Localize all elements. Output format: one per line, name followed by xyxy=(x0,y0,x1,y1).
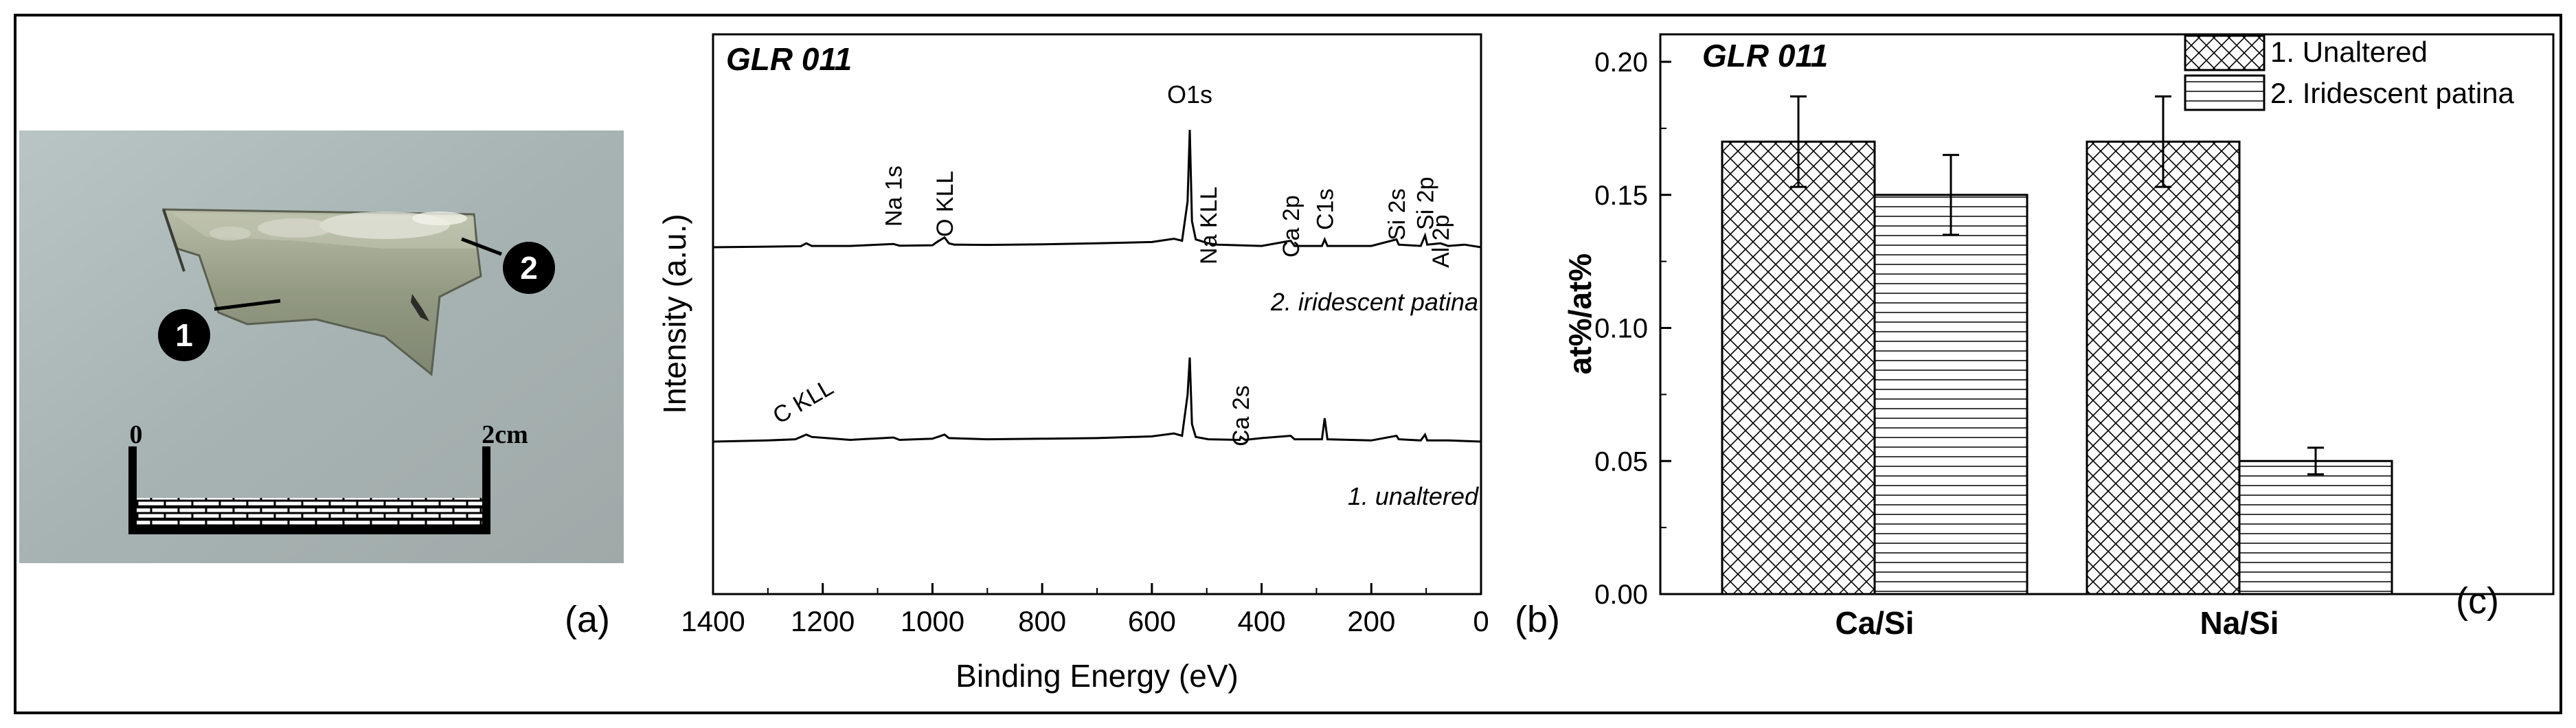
peak-label: Si 2p xyxy=(1413,177,1439,231)
legend-swatch-patina xyxy=(2184,74,2266,111)
xps-x-axis: 1400 1200 1000 800 600 400 200 0 xyxy=(681,583,1489,637)
bar-title: GLR 011 xyxy=(1702,38,1828,73)
legend-label-unaltered: 1. Unaltered xyxy=(2270,36,2428,68)
x-tick-label: 0 xyxy=(1473,605,1489,637)
peak-label: O KLL xyxy=(932,171,958,237)
x-tick-label: 600 xyxy=(1128,605,1176,637)
xps-title: GLR 011 xyxy=(726,41,852,77)
bar-legend: 1. Unaltered 2. Iridescent patina xyxy=(2184,34,2515,111)
x-tick-label: 1200 xyxy=(791,605,855,637)
legend-swatch-unaltered xyxy=(2184,34,2266,71)
panel-a: 1 2 0 2cm (a) xyxy=(19,130,624,640)
scale-bar-body xyxy=(133,498,486,528)
scale-start-label: 0 xyxy=(130,420,143,449)
peak-label: Ca 2s xyxy=(1228,385,1254,446)
xps-y-label: Intensity (a.u.) xyxy=(657,214,692,413)
bar-y-label: at%/at% xyxy=(1562,253,1598,374)
x-tick-label: 200 xyxy=(1347,605,1395,637)
scale-bar: 0 2cm xyxy=(128,420,528,534)
y-tick-label: 0.00 xyxy=(1594,580,1648,610)
peak-label: Si 2s xyxy=(1384,188,1410,240)
marker-1-label: 1 xyxy=(175,317,193,353)
bar-series xyxy=(1721,95,2393,595)
x-tick-label: 1400 xyxy=(681,605,745,637)
panel-c-label: (c) xyxy=(2456,580,2499,622)
legend-label-patina: 2. Iridescent patina xyxy=(2270,77,2515,109)
marker-1: 1 xyxy=(158,299,281,361)
bar-x-axis: Ca/Si Na/Si xyxy=(1835,583,2279,641)
glass-fragment xyxy=(161,208,482,376)
bar-iridescent-patina-ca-si xyxy=(1873,194,2029,595)
peak-label: Ca 2p xyxy=(1278,195,1304,258)
category-label: Ca/Si xyxy=(1835,605,1914,641)
xps-x-label: Binding Energy (eV) xyxy=(956,658,1239,694)
series-label-patina: 2. iridescent patina xyxy=(1270,288,1478,316)
y-tick-label: 0.20 xyxy=(1594,47,1648,78)
series-label-unaltered: 1. unaltered xyxy=(1348,482,1479,510)
panel-a-label: (a) xyxy=(565,599,610,640)
panel-b: GLR 011 1400 1200 1000 800 600 400 200 0 Na 1s O… xyxy=(657,33,1560,694)
x-tick-label: 400 xyxy=(1238,605,1286,637)
x-tick-label: 800 xyxy=(1018,605,1066,637)
sample-photo-background xyxy=(19,130,624,563)
y-tick-label: 0.05 xyxy=(1594,446,1648,477)
scale-end-label: 2cm xyxy=(482,420,528,449)
spectrum-line-iridescent-patina xyxy=(712,129,1482,249)
bar-unaltered-ca-si xyxy=(1721,140,1876,595)
peak-label: Al 2p xyxy=(1428,215,1454,269)
xps-peak-labels: Na 1s O KLL O1s Na KLL Ca 2p C1s Si 2s Si 2pAl … xyxy=(769,80,1454,446)
x-tick-label: 1000 xyxy=(901,605,964,637)
peak-label: C1s xyxy=(1312,189,1338,230)
xps-spectra xyxy=(712,129,1482,443)
spectrum-line-unaltered xyxy=(712,357,1482,443)
marker-2: 2 xyxy=(461,237,555,294)
y-tick-label: 0.10 xyxy=(1594,314,1648,344)
peak-label: Na 1s xyxy=(881,166,907,227)
panel-b-label: (b) xyxy=(1515,599,1560,640)
y-tick-label: 0.15 xyxy=(1594,181,1648,211)
category-label: Na/Si xyxy=(2200,605,2279,641)
bar-y-axis: 0.00 0.05 0.10 0.15 0.20 xyxy=(1594,47,1671,610)
peak-label: O1s xyxy=(1167,80,1212,109)
peak-label: C KLL xyxy=(769,374,838,429)
bar-unaltered-na-si xyxy=(2086,140,2241,595)
bar-iridescent-patina-na-si xyxy=(2238,459,2393,595)
figure-frame xyxy=(14,14,2562,714)
panel-c: 0.000.050.100.150.20 Ca/Si Na/Si GLR 011 … xyxy=(1562,33,2555,641)
peak-label: Na KLL xyxy=(1196,187,1222,264)
marker-2-label: 2 xyxy=(520,250,538,286)
